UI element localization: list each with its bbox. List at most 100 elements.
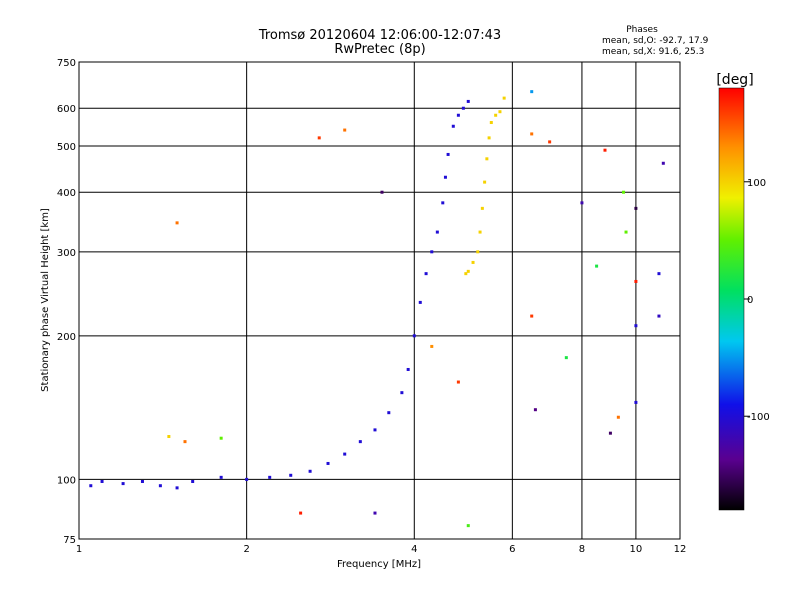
chart-subtitle: RwPretec (8p) [334, 42, 425, 57]
y-tick-label: 400 [57, 188, 76, 199]
colorbar-label: [deg] [716, 72, 753, 88]
y-tick-label: 75 [63, 535, 76, 546]
data-point-s0 [387, 411, 391, 415]
data-point-s0 [175, 486, 179, 490]
colorbar-ticks: 100 0 -100 [744, 178, 770, 423]
data-point-s0 [466, 99, 470, 103]
y-tick-label: 300 [57, 248, 76, 259]
data-point-s2 [343, 128, 347, 132]
phases-line-o: mean, sd,O: -92.7, 17.9 [602, 36, 709, 46]
data-point-s0 [343, 452, 347, 456]
data-points [89, 90, 665, 528]
data-point-s0 [191, 479, 195, 483]
data-point-s0 [406, 367, 410, 371]
data-point-s0 [89, 484, 93, 488]
y-tick-label: 750 [57, 58, 76, 69]
data-point-s2 [621, 190, 625, 194]
data-point-s0 [443, 175, 447, 179]
data-point-s0 [140, 479, 144, 483]
data-point-s2 [564, 356, 568, 360]
phases-title: Phases [626, 25, 658, 35]
data-point-s2 [530, 132, 534, 136]
x-tick-label: 6 [509, 544, 515, 555]
data-point-s0 [446, 152, 450, 156]
data-point-s0 [268, 475, 272, 479]
data-point-s2 [466, 524, 470, 528]
data-point-s1 [494, 113, 498, 117]
data-point-s0 [158, 484, 162, 488]
data-point-s1 [483, 180, 487, 184]
data-point-s2 [299, 511, 303, 515]
data-point-s1 [489, 121, 493, 125]
data-point-s0 [373, 428, 377, 432]
data-point-s2 [595, 264, 599, 268]
data-point-s2 [624, 230, 628, 234]
x-tick-label: 10 [630, 544, 643, 555]
colorbar-gradient [718, 87, 745, 511]
data-point-s1 [466, 269, 470, 273]
data-point-s0 [441, 201, 445, 205]
data-point-s0 [326, 461, 330, 465]
data-point-s0 [418, 300, 422, 304]
x-tick-label: 1 [76, 544, 82, 555]
data-point-s2 [657, 272, 661, 276]
data-point-s1 [471, 260, 475, 264]
data-point-s0 [308, 469, 312, 473]
data-point-s0 [100, 479, 104, 483]
colorbar-tick-label: 0 [747, 295, 753, 306]
colorbar-tick-label: -100 [747, 412, 770, 423]
data-point-s2 [634, 324, 638, 328]
y-axis-ticks: 75 100 200 300 400 500 600 750 [57, 58, 76, 546]
data-point-s2 [167, 435, 171, 439]
data-point-s2 [456, 380, 460, 384]
grid-lines [79, 62, 680, 539]
data-point-s0 [400, 391, 404, 395]
data-point-s2 [657, 314, 661, 318]
data-point-s0 [430, 250, 434, 254]
x-axis-ticks: 1 2 4 6 8 10 12 [76, 544, 687, 555]
data-point-s2 [530, 314, 534, 318]
data-point-s1 [480, 206, 484, 210]
data-point-s1 [476, 250, 480, 254]
data-point-s2 [219, 436, 223, 440]
data-point-s1 [487, 136, 491, 140]
chart-title-group: Tromsø 20120604 12:06:00-12:07:43 RwPret… [258, 28, 501, 57]
colorbar-tick-label: 100 [747, 178, 766, 189]
data-point-s2 [634, 206, 638, 210]
data-point-s2 [608, 431, 612, 435]
y-tick-label: 600 [57, 104, 76, 115]
data-point-s0 [412, 334, 416, 338]
data-point-s2 [175, 221, 179, 225]
x-tick-label: 4 [411, 544, 417, 555]
y-tick-label: 500 [57, 142, 76, 153]
y-axis-label: Stationary phase Virtual Height [km] [40, 208, 51, 392]
phases-box: Phases mean, sd,O: -92.7, 17.9 mean, sd,… [602, 25, 709, 57]
data-point-s2 [580, 201, 584, 205]
data-point-s0 [456, 113, 460, 117]
data-point-s2 [661, 161, 665, 165]
colorbar: [deg] 100 0 -100 [716, 72, 770, 511]
data-point-s2 [380, 190, 384, 194]
data-point-s0 [461, 106, 465, 110]
data-point-s2 [603, 148, 607, 152]
x-axis-label: Frequency [MHz] [337, 559, 421, 570]
data-point-s1 [464, 272, 468, 276]
data-point-s1 [485, 157, 489, 161]
data-point-s2 [317, 136, 321, 140]
y-tick-label: 100 [57, 475, 76, 486]
chart-title: Tromsø 20120604 12:06:00-12:07:43 [258, 28, 501, 43]
data-point-s2 [533, 408, 537, 412]
data-point-s2 [634, 279, 638, 283]
data-point-s0 [358, 440, 362, 444]
data-point-s0 [424, 272, 428, 276]
phases-line-x: mean, sd,X: 91.6, 25.3 [602, 47, 704, 57]
data-point-s2 [634, 400, 638, 404]
plot-area [78, 61, 681, 540]
data-point-s2 [548, 140, 552, 144]
data-point-s1 [502, 96, 506, 100]
data-point-s0 [121, 482, 125, 486]
data-point-s0 [289, 473, 293, 477]
data-point-s2 [616, 415, 620, 419]
data-point-s0 [435, 230, 439, 234]
